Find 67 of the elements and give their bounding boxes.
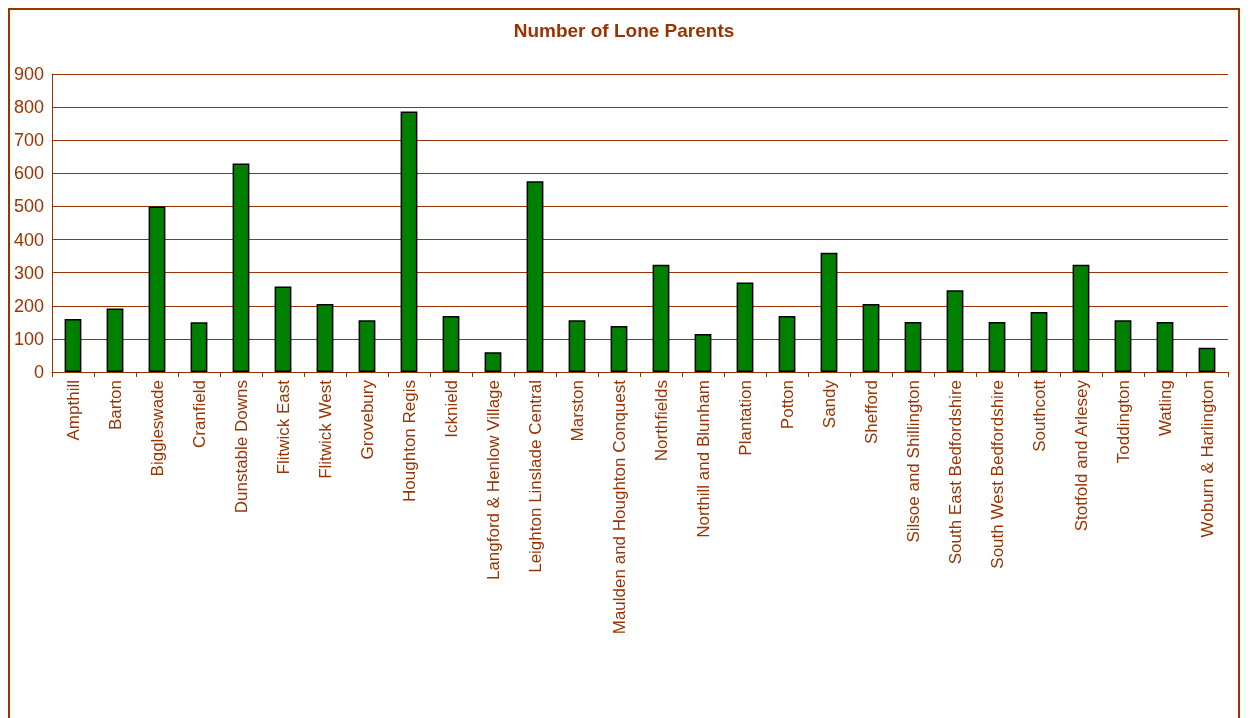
y-tick-label: 500 (13, 196, 44, 217)
x-tick-label: Grovebury (357, 379, 377, 460)
bar (1198, 347, 1216, 372)
x-tick-label: Sandy (819, 379, 839, 429)
x-tick-label: Southcott (1029, 379, 1049, 452)
x-tick-label: Stotfold and Arlesey (1071, 379, 1091, 532)
x-tick-label: Biggleswade (147, 380, 167, 477)
bar (1114, 320, 1132, 372)
bar (1030, 312, 1048, 372)
x-tick-label: Marston (567, 380, 587, 442)
bar (526, 181, 544, 372)
y-tick-label: 600 (13, 163, 44, 184)
bar (820, 252, 838, 372)
x-tick-label: Silsoe and Shillington (903, 380, 923, 543)
x-tick-label: Leighton Linslade Central (525, 380, 545, 573)
x-tick-label: Flitwick West (315, 379, 335, 479)
x-tick-label: South East Bedfordshire (945, 380, 965, 565)
bar (190, 322, 208, 372)
chart-title: Number of Lone Parents (513, 20, 735, 41)
bar (442, 316, 460, 372)
bar (316, 304, 334, 372)
x-tick-label: Northfields (651, 380, 671, 462)
y-tick-label: 100 (13, 328, 44, 349)
y-tick-label: 300 (13, 262, 44, 283)
bar (862, 304, 880, 372)
bar (1156, 322, 1174, 372)
y-tick-label: 900 (13, 64, 44, 84)
x-tick-label: Potton (777, 380, 797, 430)
bar (64, 319, 82, 372)
y-tick-label: 400 (13, 229, 44, 250)
x-tick-label: Watling (1155, 380, 1175, 437)
bar (946, 290, 964, 372)
x-tick-label: Ampthill (63, 380, 83, 441)
x-tick-label: Northill and Blunham (693, 380, 713, 538)
bar (358, 320, 376, 372)
y-tick-label: 800 (13, 97, 44, 118)
bar (148, 206, 166, 372)
x-tick-label: Barton (105, 380, 125, 431)
bar (232, 163, 250, 372)
bar (694, 333, 712, 372)
y-tick-label: 200 (13, 295, 44, 316)
y-tick-label: 700 (13, 130, 44, 151)
x-tick-label: Dunstable Downs (231, 380, 251, 514)
bar (736, 282, 754, 372)
y-tick-label: 0 (33, 362, 44, 382)
bar (610, 325, 628, 372)
x-tick-label: Cranfield (189, 380, 209, 449)
x-tick-label: Woburn & Harlington (1197, 380, 1217, 538)
bar (778, 316, 796, 372)
bar (652, 264, 670, 372)
x-tick-label: Toddington (1113, 380, 1133, 464)
bar (904, 322, 922, 372)
bar (568, 320, 586, 372)
x-tick-label: Maulden and Houghton Conquest (609, 379, 629, 635)
x-tick-label: Icknield (441, 380, 461, 438)
bar (988, 322, 1006, 372)
bar (484, 352, 502, 372)
bar (106, 308, 124, 372)
x-tick-label: Houghton Regis (399, 380, 419, 502)
x-tick-label: Plantation (735, 380, 755, 456)
x-tick-label: South West Bedfordshire (987, 380, 1007, 569)
bar (400, 111, 418, 372)
x-tick-label: Shefford (861, 380, 881, 444)
x-tick-label: Flitwick East (273, 379, 293, 475)
bar (1072, 264, 1090, 372)
x-tick-label: Langford & Henlow Village (483, 380, 503, 581)
bar (274, 286, 292, 372)
